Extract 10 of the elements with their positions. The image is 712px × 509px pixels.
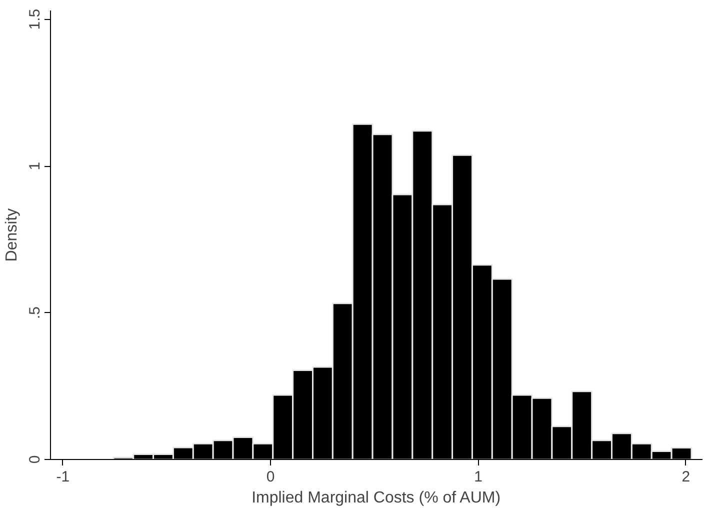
y-axis-title: Density bbox=[4, 208, 20, 262]
x-axis-title: Implied Marginal Costs (% of AUM) bbox=[252, 490, 501, 506]
x-tick-label: 1 bbox=[474, 468, 482, 486]
x-tick-label: 0 bbox=[266, 468, 275, 486]
x-tick-label: 2 bbox=[682, 468, 690, 486]
y-tick-label: 1 bbox=[26, 162, 44, 170]
y-tick-label: 1.5 bbox=[26, 8, 44, 30]
y-tick-label: 0 bbox=[26, 455, 44, 464]
x-tick-label: -1 bbox=[56, 468, 70, 486]
y-tick-label: .5 bbox=[26, 306, 44, 320]
